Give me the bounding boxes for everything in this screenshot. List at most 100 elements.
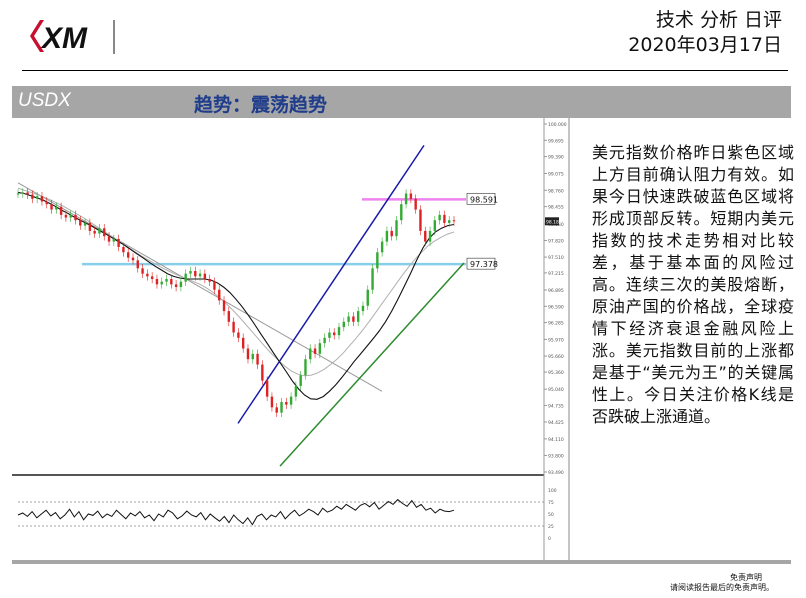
- candle: [194, 271, 197, 277]
- candle: [452, 220, 456, 222]
- y-tick-label: 93.800: [548, 453, 564, 459]
- price-chart: 100.000 99.695 99.390 99.075 98.760 98.455 98.…: [12, 118, 572, 560]
- osc-tick-label: 50: [548, 512, 554, 518]
- disclaimer-note: 请阅读报告最后的免责声明。: [670, 583, 774, 592]
- candle: [88, 222, 92, 231]
- candle: [270, 396, 274, 408]
- y-tick-label: 94.425: [548, 420, 564, 426]
- y-tick-label: 98.455: [548, 205, 564, 211]
- candle: [198, 273, 202, 277]
- candle: [246, 348, 250, 360]
- candle: [103, 228, 106, 237]
- candle: [356, 311, 360, 322]
- candle: [237, 332, 240, 338]
- candle: [309, 348, 312, 360]
- candle: [155, 279, 159, 285]
- candle: [227, 311, 231, 322]
- candle: [395, 220, 398, 237]
- candle: [304, 359, 307, 376]
- candle: [35, 196, 39, 199]
- candle: [213, 281, 216, 290]
- y-tick-label: 94.110: [548, 437, 564, 443]
- y-tick-label: 100.000: [548, 122, 567, 128]
- candle: [400, 204, 403, 221]
- osc-tick-label: 25: [548, 524, 554, 530]
- current-price-label: 98.180: [546, 219, 562, 225]
- candle: [174, 284, 178, 288]
- candle: [380, 241, 384, 253]
- candle: [45, 201, 48, 205]
- candle: [117, 238, 120, 247]
- report-date: 2020年03月17日: [628, 34, 782, 56]
- y-tick-label: 94.735: [548, 403, 564, 409]
- y-tick-label: 95.660: [548, 354, 564, 360]
- candle: [93, 230, 96, 234]
- candle: [79, 220, 82, 226]
- candle: [337, 327, 341, 336]
- candle: [424, 230, 427, 242]
- current-price-box: [545, 217, 559, 226]
- y-tick-label: 96.590: [548, 304, 564, 310]
- oscillator-line: [17, 498, 455, 526]
- candle: [299, 375, 302, 386]
- osc-tick-label: 75: [548, 500, 554, 506]
- candle: [261, 364, 264, 381]
- candle: [74, 214, 77, 221]
- candle: [122, 246, 125, 253]
- candle: [323, 337, 326, 344]
- commentary-text: 美元指数价格昨日紫色区域上方目前确认阻力有效。如果今日快速跌破蓝色区域将形成顶部…: [592, 143, 794, 426]
- candle: [98, 228, 101, 234]
- candle: [443, 214, 446, 223]
- candle: [280, 401, 283, 413]
- report-title: 技术 分析 日评: [655, 9, 782, 31]
- resistance-label: 98.591: [470, 195, 498, 204]
- candle: [438, 214, 441, 221]
- channel-lower-line: [279, 262, 465, 467]
- candle: [313, 348, 317, 354]
- candle: [371, 268, 374, 290]
- y-tick-label: 99.390: [548, 155, 564, 161]
- y-tick-label: 97.510: [548, 255, 564, 261]
- candle: [294, 385, 298, 397]
- title-band: [12, 86, 791, 118]
- candle: [165, 279, 168, 282]
- y-tick-label: 95.040: [548, 387, 564, 393]
- candle: [251, 353, 254, 360]
- y-tick-label: 96.285: [548, 321, 564, 327]
- candle: [208, 279, 211, 282]
- candle: [59, 206, 63, 215]
- candle: [107, 236, 111, 242]
- candle: [40, 196, 44, 202]
- candle: [160, 281, 163, 285]
- candle: [83, 222, 87, 226]
- candle: [232, 321, 235, 333]
- y-tick-label: 97.820: [548, 239, 564, 245]
- candle: [136, 260, 139, 269]
- candle: [352, 316, 355, 322]
- candle: [170, 279, 173, 285]
- candle: [328, 332, 331, 338]
- candle: [318, 343, 322, 354]
- y-tick-label: 95.360: [548, 370, 564, 376]
- candle: [203, 273, 207, 280]
- candle: [376, 252, 379, 269]
- candle: [131, 257, 135, 261]
- candle: [256, 353, 259, 365]
- candle: [275, 407, 278, 413]
- y-tick-label: 93.490: [548, 470, 564, 476]
- candle: [126, 252, 130, 258]
- candle: [333, 332, 336, 336]
- candle: [179, 281, 183, 288]
- candle: [55, 206, 58, 210]
- candle: [218, 289, 221, 301]
- osc-tick-label: 0: [548, 536, 551, 542]
- downtrend-line: [17, 182, 383, 392]
- candle: [189, 271, 192, 274]
- candle: [419, 209, 422, 231]
- candle: [289, 396, 293, 405]
- candle: [16, 193, 20, 195]
- y-tick-label: 97.215: [548, 271, 564, 277]
- candle: [404, 193, 408, 205]
- y-tick-label: 98.760: [548, 188, 564, 194]
- candle: [141, 268, 144, 274]
